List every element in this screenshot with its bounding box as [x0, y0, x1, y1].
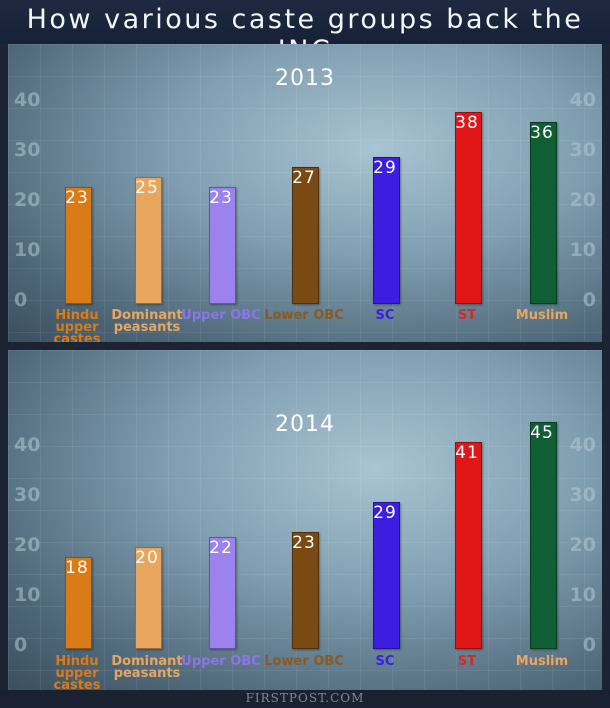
y-tick-label-right: 40 [569, 89, 596, 111]
data-label: 18 [65, 558, 89, 578]
chart-title: 2014 [275, 412, 335, 437]
y-tick-label-left: 10 [14, 584, 41, 606]
footer: FIRSTPOST.COM [0, 690, 610, 708]
y-tick-label-right: 0 [582, 634, 596, 656]
header: How various caste groups back the INC [0, 0, 610, 66]
data-label: 23 [65, 188, 89, 208]
category-label: SC [375, 654, 395, 669]
bar [291, 167, 319, 304]
y-tick-label-right: 40 [569, 434, 596, 456]
category-label: Lower OBC [264, 308, 344, 323]
y-tick-label-right: 10 [569, 584, 596, 606]
category-label: Hindu upper castes [53, 654, 101, 690]
y-tick-label-left: 20 [14, 189, 41, 211]
data-label: 29 [373, 503, 397, 523]
data-label: 23 [209, 188, 233, 208]
data-label: 20 [135, 548, 159, 568]
data-label: 36 [530, 123, 554, 143]
bar [291, 532, 319, 649]
y-tick-label-right: 20 [569, 534, 596, 556]
data-label: 41 [455, 443, 479, 463]
data-label: 23 [292, 533, 316, 553]
bar [529, 122, 557, 304]
y-tick-label-left: 40 [14, 434, 41, 456]
category-label: SC [375, 308, 395, 323]
bar [64, 187, 92, 304]
y-tick-label-right: 30 [569, 484, 596, 506]
category-label: Upper OBC [181, 654, 261, 669]
bar [529, 422, 557, 649]
y-tick-label-right: 0 [582, 289, 596, 311]
category-label: Muslim [515, 308, 569, 323]
data-label: 38 [455, 113, 479, 133]
bar [208, 537, 236, 649]
data-label: 27 [292, 168, 316, 188]
bar [372, 502, 400, 649]
category-label: Dominant peasants [111, 654, 183, 681]
y-tick-label-left: 40 [14, 89, 41, 111]
category-label: Lower OBC [264, 654, 344, 669]
y-tick-label-left: 0 [14, 289, 28, 311]
bar [372, 157, 400, 304]
bar [454, 442, 482, 649]
credit: FIRSTPOST.COM [245, 691, 365, 705]
bar [134, 177, 162, 304]
y-tick-label-left: 0 [14, 634, 28, 656]
data-label: 45 [530, 423, 554, 443]
bar [454, 112, 482, 304]
y-tick-label-right: 30 [569, 139, 596, 161]
y-tick-label-right: 20 [569, 189, 596, 211]
chart-title: 2013 [275, 66, 335, 91]
category-label: Hindu upper castes [53, 308, 101, 342]
bar [64, 557, 92, 649]
data-label: 22 [209, 538, 233, 558]
category-label: ST [457, 654, 477, 669]
y-tick-label-left: 20 [14, 534, 41, 556]
category-label: Muslim [515, 654, 569, 669]
bar [134, 547, 162, 649]
category-label: Dominant peasants [111, 308, 183, 335]
y-tick-label-right: 10 [569, 239, 596, 261]
y-tick-label-left: 10 [14, 239, 41, 261]
data-label: 25 [135, 178, 159, 198]
chart-panel-2013: 2013 0 0 10 10 20 20 30 30 40 40 23 Hindu upper cas… [8, 44, 602, 342]
category-label: ST [457, 308, 477, 323]
chart-panel-2014: 2014 0 0 10 10 20 20 30 30 40 40 18 Hindu upper cas… [8, 350, 602, 690]
category-label: Upper OBC [181, 308, 261, 323]
bar [208, 187, 236, 304]
data-label: 29 [373, 158, 397, 178]
y-tick-label-left: 30 [14, 484, 41, 506]
y-tick-label-left: 30 [14, 139, 41, 161]
